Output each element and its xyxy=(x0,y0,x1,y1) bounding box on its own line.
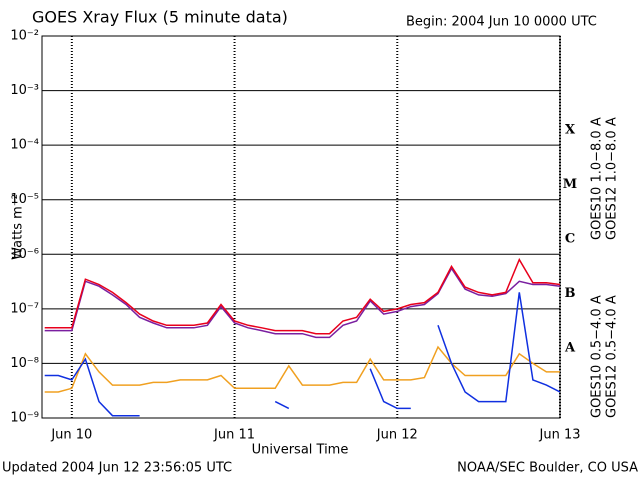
flare-class: C xyxy=(565,232,575,247)
x-tick-label: Jun 12 xyxy=(376,428,418,443)
plot-area xyxy=(44,257,560,417)
series-line xyxy=(44,267,560,339)
plot-frame xyxy=(41,35,561,419)
y-tick-label: 10⁻⁷ xyxy=(10,301,39,316)
legend-entry: GOES12 1.0−8.0 A xyxy=(605,117,620,240)
legend-entry: GOES10 1.0−8.0 A xyxy=(590,117,605,240)
chart-title: GOES Xray Flux (5 minute data) xyxy=(32,8,288,27)
y-tick-label: 10⁻⁶ xyxy=(10,247,39,262)
legend-entry: GOES12 0.5−4.0 A xyxy=(605,295,620,418)
flare-class: A xyxy=(564,341,576,356)
y-axis-label: Watts m⁻² xyxy=(11,194,26,260)
y-tick-label: 10⁻³ xyxy=(10,83,39,98)
x-axis-label: Universal Time xyxy=(252,443,349,458)
flare-class: X xyxy=(565,122,576,137)
legend-entry: GOES10 0.5−4.0 A xyxy=(590,295,605,418)
series-line xyxy=(44,292,560,417)
series-line xyxy=(44,257,560,335)
x-tick-label: Jun 10 xyxy=(50,428,92,443)
y-tick-label: 10⁻⁴ xyxy=(10,138,39,153)
y-tick-label: 10⁻⁹ xyxy=(10,411,39,426)
series-line xyxy=(44,345,560,393)
flare-class: M xyxy=(563,177,577,192)
chart-subtitle: Begin: 2004 Jun 10 0000 UTC xyxy=(406,15,597,30)
y-tick-label: 10⁻⁵ xyxy=(10,192,39,207)
x-tick-label: Jun 13 xyxy=(539,428,581,443)
x-tick-label: Jun 11 xyxy=(213,428,255,443)
flare-class: B xyxy=(565,286,576,301)
y-tick-label: 10⁻² xyxy=(10,29,39,44)
y-tick-label: 10⁻⁸ xyxy=(10,356,39,371)
footer-right: NOAA/SEC Boulder, CO USA xyxy=(457,461,638,476)
footer-left: Updated 2004 Jun 12 23:56:05 UTC xyxy=(2,461,232,476)
